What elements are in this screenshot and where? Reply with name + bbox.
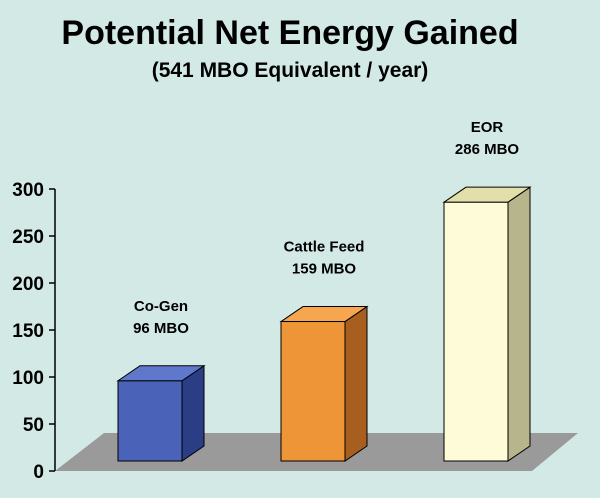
y-tick-label: 150 <box>12 321 44 342</box>
chart-title: Potential Net Energy Gained <box>61 14 518 52</box>
y-tick-label: 300 <box>12 180 44 201</box>
bar-front <box>280 321 346 462</box>
bar-top <box>116 365 206 382</box>
bar-front <box>117 380 183 462</box>
bar-front <box>443 201 509 462</box>
y-tick-label: 200 <box>12 274 44 295</box>
bar-eor: EOR 286 MBO <box>442 119 532 462</box>
bar-cattle-feed: Cattle Feed 159 MBO <box>279 239 369 462</box>
chart-subtitle: (541 MBO Equivalent / year) <box>152 59 429 82</box>
data-label: 96 MBO <box>133 320 189 337</box>
bar-side <box>507 186 531 462</box>
y-tick-label: 250 <box>12 227 44 248</box>
bar-top <box>442 186 532 203</box>
bar-side <box>181 364 205 462</box>
category-label: Co-Gen <box>134 298 188 315</box>
category-label: Cattle Feed <box>284 239 365 256</box>
y-tick-label: 50 <box>23 415 44 436</box>
bar-top <box>279 306 369 323</box>
data-label: 159 MBO <box>292 261 357 278</box>
y-tick-label: 0 <box>33 462 44 483</box>
y-tick-label: 100 <box>12 368 44 389</box>
data-label: 286 MBO <box>455 141 520 158</box>
category-label: EOR <box>471 119 504 136</box>
bar-side <box>344 305 368 462</box>
bar-co-gen: Co-Gen 96 MBO <box>116 298 206 462</box>
